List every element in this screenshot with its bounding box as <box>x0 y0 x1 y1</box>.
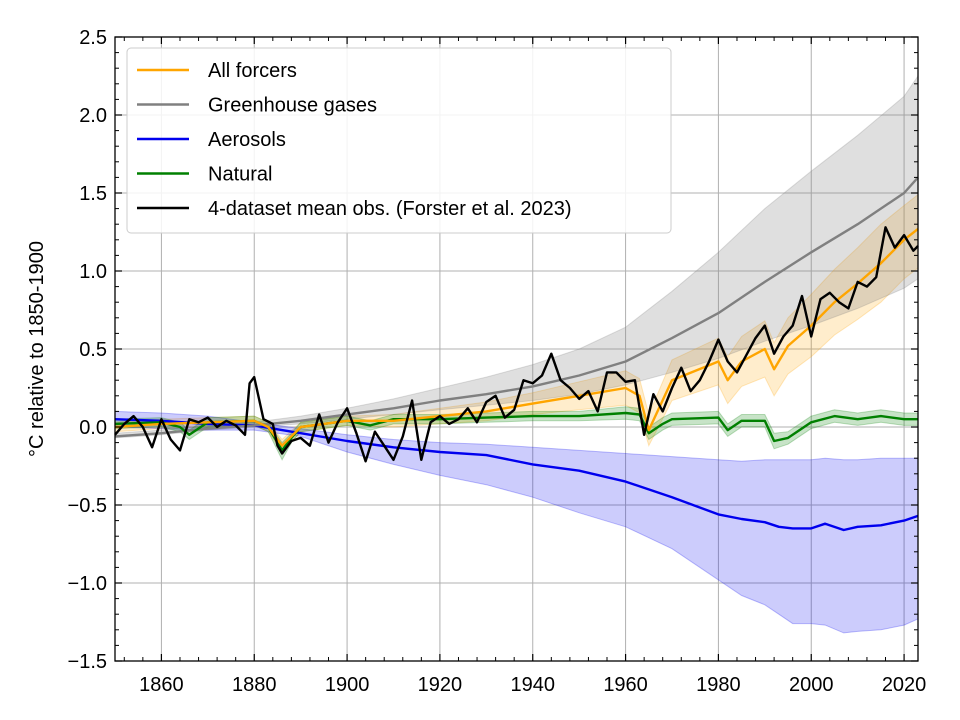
line-series-2 <box>114 418 919 532</box>
band-series-2 <box>114 410 919 634</box>
x-tick-label: 1920 <box>418 674 463 696</box>
x-tick-label: 1860 <box>139 674 184 696</box>
legend: All forcers Greenhouse gases Aerosols Natur… <box>126 47 672 234</box>
legend-label: Greenhouse gases <box>208 95 377 117</box>
line-series-0 <box>114 227 919 447</box>
x-tick-label: 2020 <box>882 674 927 696</box>
y-tick-label: 2.0 <box>79 105 107 127</box>
series-lines <box>114 176 919 532</box>
axis-tick-labels: 1860 1880 1900 1920 1940 1960 1980 2000 2020 −1.5… <box>68 27 927 696</box>
legend-label: Aerosols <box>208 129 286 151</box>
x-tick-label: 1960 <box>603 674 648 696</box>
x-tick-label: 1880 <box>232 674 277 696</box>
x-tick-label: 2000 <box>789 674 834 696</box>
line-series-4 <box>114 226 919 463</box>
x-tick-label: 1940 <box>510 674 555 696</box>
y-tick-label: 1.0 <box>79 261 107 283</box>
y-tick-label: 2.5 <box>79 27 107 49</box>
y-tick-label: −1.0 <box>68 573 107 595</box>
legend-label: Natural <box>208 164 272 186</box>
x-tick-label: 1900 <box>325 674 370 696</box>
y-tick-label: −0.5 <box>68 495 107 517</box>
y-tick-label: 0.5 <box>79 339 107 361</box>
y-axis-label: °C relative to 1850-1900 <box>26 241 48 457</box>
y-tick-label: −1.5 <box>68 651 107 673</box>
legend-box <box>126 47 672 234</box>
line-series-1 <box>114 176 919 438</box>
x-tick-label: 1980 <box>696 674 741 696</box>
y-tick-label: 0.0 <box>79 417 107 439</box>
y-tick-label: 1.5 <box>79 183 107 205</box>
legend-label: 4-dataset mean obs. (Forster et al. 2023… <box>208 198 572 220</box>
axis-ticks <box>115 36 918 662</box>
legend-label: All forcers <box>208 60 297 82</box>
